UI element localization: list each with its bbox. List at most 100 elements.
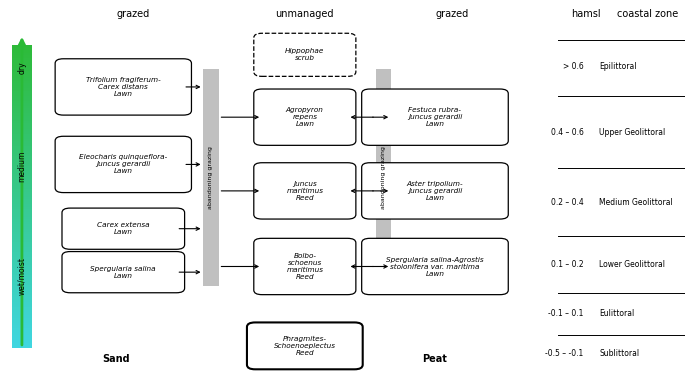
Bar [12, 337, 32, 340]
Text: 0.1 – 0.2: 0.1 – 0.2 [551, 260, 584, 269]
Bar [12, 264, 32, 267]
Bar [12, 252, 32, 254]
Bar [12, 103, 32, 106]
Bar [12, 254, 32, 257]
FancyBboxPatch shape [55, 59, 191, 115]
Bar [12, 171, 32, 174]
Bar [12, 342, 32, 345]
Bar [12, 50, 32, 53]
Bar [12, 244, 32, 247]
Bar [12, 269, 32, 272]
Bar [12, 95, 32, 98]
Text: Agropyron
repens
Lawn: Agropyron repens Lawn [286, 107, 324, 127]
Bar [12, 125, 32, 129]
Bar [12, 322, 32, 325]
Bar [12, 229, 32, 232]
Bar [12, 335, 32, 338]
Bar [12, 330, 32, 333]
Text: Spergularia salina
Lawn: Spergularia salina Lawn [90, 266, 156, 279]
Bar [12, 169, 32, 171]
Text: Eleocharis quinqueflora-
Juncus gerardii
Lawn: Eleocharis quinqueflora- Juncus gerardii… [79, 155, 167, 174]
Bar [12, 93, 32, 96]
Bar [12, 294, 32, 297]
Bar [12, 136, 32, 139]
Bar [12, 222, 32, 224]
Bar [12, 224, 32, 227]
Bar [12, 272, 32, 275]
Bar [12, 128, 32, 131]
Text: unmanaged: unmanaged [275, 9, 334, 19]
Text: grazed: grazed [117, 9, 150, 19]
Bar [12, 327, 32, 330]
Bar [12, 161, 32, 164]
Text: Eulittoral: Eulittoral [599, 309, 634, 318]
Text: -0.1 – 0.1: -0.1 – 0.1 [548, 309, 584, 318]
Bar [12, 174, 32, 177]
Bar [12, 325, 32, 328]
Text: Trifolium fragiferum-
Carex distans
Lawn: Trifolium fragiferum- Carex distans Lawn [86, 77, 161, 97]
Bar [12, 277, 32, 280]
FancyBboxPatch shape [253, 33, 356, 76]
Bar [12, 186, 32, 189]
Bar [12, 138, 32, 141]
Bar [12, 148, 32, 151]
Bar [12, 118, 32, 121]
Bar [12, 163, 32, 166]
Bar [12, 73, 32, 76]
Bar [12, 116, 32, 118]
Bar [12, 226, 32, 229]
Bar [12, 209, 32, 212]
Text: abandoning grazing: abandoning grazing [208, 146, 214, 209]
Text: abandoning grazing: abandoning grazing [381, 146, 386, 209]
Bar [12, 314, 32, 318]
Text: wet/moist: wet/moist [17, 257, 27, 295]
Text: 0.2 – 0.4: 0.2 – 0.4 [551, 198, 584, 207]
Text: Medium Geolittoral: Medium Geolittoral [599, 198, 673, 207]
Text: -0.5 – -0.1: -0.5 – -0.1 [545, 349, 584, 358]
Bar [12, 101, 32, 103]
Bar [12, 166, 32, 169]
Bar [12, 80, 32, 83]
Bar [203, 69, 219, 287]
Bar [12, 262, 32, 265]
Bar [12, 320, 32, 322]
Text: Hippophae
scrub: Hippophae scrub [285, 48, 325, 61]
Bar [12, 90, 32, 93]
Bar [12, 178, 32, 181]
Text: Phragmites-
Schoenoeplectus
Reed: Phragmites- Schoenoeplectus Reed [274, 336, 336, 356]
Bar [12, 239, 32, 242]
Bar [12, 53, 32, 56]
Bar [12, 153, 32, 156]
Text: Carex extensa
Lawn: Carex extensa Lawn [97, 222, 149, 235]
Bar [12, 287, 32, 290]
Bar [12, 196, 32, 199]
Bar [12, 63, 32, 65]
Bar [12, 70, 32, 73]
Text: Bolbo-
schoenus
maritimus
Reed: Bolbo- schoenus maritimus Reed [286, 253, 323, 280]
Bar [12, 237, 32, 239]
FancyBboxPatch shape [62, 208, 184, 249]
Bar [12, 345, 32, 348]
Bar [12, 184, 32, 186]
Bar [12, 121, 32, 124]
Bar [12, 290, 32, 292]
Bar [12, 108, 32, 111]
FancyBboxPatch shape [253, 163, 356, 219]
Bar [12, 302, 32, 305]
Bar [12, 332, 32, 335]
Bar [12, 143, 32, 146]
FancyBboxPatch shape [362, 163, 508, 219]
Bar [12, 282, 32, 285]
Bar [12, 231, 32, 234]
Text: medium: medium [17, 150, 27, 182]
Bar [12, 317, 32, 320]
Bar [12, 48, 32, 50]
Bar [12, 55, 32, 58]
Bar [12, 78, 32, 81]
Bar [12, 206, 32, 209]
Bar [12, 214, 32, 217]
FancyBboxPatch shape [253, 89, 356, 146]
Bar [12, 299, 32, 302]
Bar [12, 156, 32, 159]
Text: Festuca rubra-
Juncus gerardii
Lawn: Festuca rubra- Juncus gerardii Lawn [408, 107, 462, 127]
